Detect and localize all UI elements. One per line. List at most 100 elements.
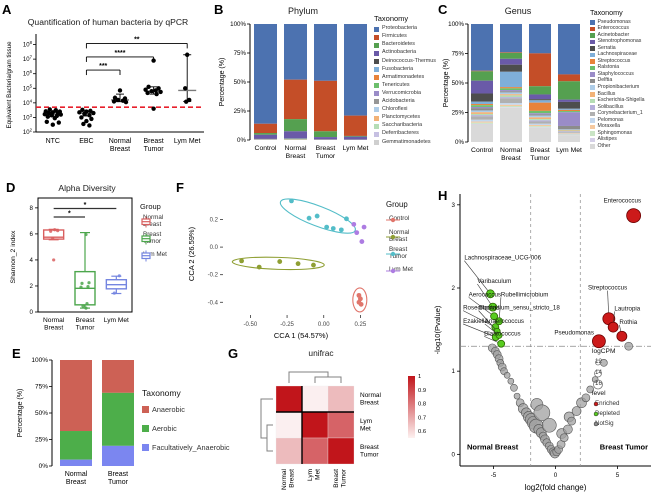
x-category-label: Normal <box>500 147 522 154</box>
legend-item-staphylococcus: Staphylococcus <box>590 71 656 78</box>
swatch-icon <box>590 124 595 130</box>
y-axis-label: CCA 2 (26.59%) <box>187 226 196 281</box>
panel-b-letter: B <box>214 2 224 17</box>
x-tick-label: -0.25 <box>280 322 294 328</box>
y-tick-label: 102 <box>23 127 33 136</box>
legend-item-notsig: NotSig <box>592 419 654 429</box>
legend-item-propionibacterium: Propionibacterium <box>590 84 656 91</box>
bar-segment-acinetobacter <box>471 71 493 81</box>
y-tick-label: 0 <box>30 309 34 316</box>
bar-segment-ralstonia <box>529 110 551 114</box>
legend-item-acinetobacter: Acinetobacter <box>590 32 656 39</box>
col-label: Normal <box>281 468 288 490</box>
legend-item-enriched: Enriched <box>592 399 654 409</box>
legend-label: Deinococcus-Thermus <box>382 57 436 64</box>
y-tick-label: 2 <box>452 285 456 292</box>
col-label: Met <box>315 469 322 480</box>
x-category-label: Breast <box>286 153 306 160</box>
panel-a-letter: A <box>2 2 12 17</box>
bar-segment-acinetobacter <box>558 81 580 100</box>
legend-item-streptococcus: Streptococcus <box>590 58 656 65</box>
row-label: Lym <box>360 418 372 425</box>
bar-segment-bacillus <box>471 112 493 114</box>
swatch-icon <box>374 83 379 89</box>
panel-h-chart: -5 0 50123EnterococcusStreptococcusLautrop… <box>433 194 651 492</box>
legend-label: Facultatively_Anaerobic <box>152 442 230 452</box>
swatch-icon <box>590 52 595 58</box>
bar-segment-firmicutes <box>284 79 307 120</box>
legend-label: Chloroflexi <box>382 106 408 113</box>
legend-label: NotSig <box>595 419 614 427</box>
legend-item-deferribacteres: Deferribacteres <box>374 130 438 138</box>
legend-label: Pelomonas <box>597 116 624 123</box>
legend-item-facultatively-anaerobic: Facultatively_Anaerobic <box>142 438 234 457</box>
significance-stars: **** <box>115 50 126 57</box>
x-category-label: Breast <box>66 479 86 486</box>
bar-segment-actinobacteria <box>254 134 277 139</box>
x-category-label: Normal <box>43 317 65 324</box>
legend-label: Lachnospiraceae <box>597 51 638 58</box>
x-category-label: Tumor <box>108 479 129 486</box>
colorbar-tick-label: 1 <box>418 374 421 380</box>
label-clostridium-sensu-stricto-18: Clostridium_sensu_stricto_18 <box>479 305 561 312</box>
y-tick-label: 75% <box>35 384 48 391</box>
panel-e-legend: Taxonomy Anaerobic Aerobic Facultatively_An… <box>142 388 234 457</box>
legend-label: 14 <box>595 369 602 377</box>
bar-segment-staphylococcus <box>529 113 551 115</box>
swatch-icon <box>590 92 595 97</box>
panel-h-letter: H <box>438 188 448 203</box>
bar-segment-pelomonas <box>471 119 493 122</box>
legend-item-tenericutes: Tenericutes <box>374 82 438 90</box>
legend-label: Propionibacterium <box>597 84 640 91</box>
panel-a: A Quantification of human bacteria by qP… <box>2 2 212 176</box>
legend-item-firmicutes: Firmicutes <box>374 33 438 41</box>
bar-segment-acinetobacter <box>500 52 522 59</box>
significance-stars: * <box>68 210 71 217</box>
boxplot-icon <box>141 216 151 227</box>
point-varibaculum <box>488 302 498 312</box>
legend-label: Saccharibacteria <box>382 122 423 129</box>
x-tick-label: -0.50 <box>244 322 258 328</box>
bar-segment-delftia <box>558 125 580 130</box>
legend-item-corynebacterium-1: Corynebacterium_1 <box>590 110 656 118</box>
bar-segment-firmicutes <box>254 123 277 134</box>
label-lachnospiraceae-ucg-006: Lachnospiraceae_UCG-006 <box>464 255 541 262</box>
heatmap-cell <box>327 411 355 439</box>
panel-b-chart: 0%25%50%75%100%Control NormalBreastBreast… <box>219 21 369 160</box>
legend-item-anaerobic: Anaerobic <box>142 400 234 419</box>
y-tick-label: 4 <box>30 257 34 264</box>
bar-segment-pseudomonas <box>529 24 551 54</box>
y-tick-label: -0.2 <box>208 273 219 279</box>
bar-segment-enterococcus <box>471 70 493 72</box>
y-tick-label: 75% <box>234 50 247 57</box>
bar-segment-actinobacteria <box>344 136 367 140</box>
panel-h: H -5 0 5 0 1 2 3 Enterococcus Streptococcus Lautr… <box>432 180 658 502</box>
bar-segment-stenotrophomonas <box>500 58 522 65</box>
y-tick-label: 50% <box>234 79 247 86</box>
x-category-label: Control <box>471 147 493 154</box>
panel-f-letter: F <box>176 180 184 195</box>
legend-item-bacteroidetes: Bacteroidetes <box>374 41 438 49</box>
level-dot-icon <box>593 411 599 417</box>
legend-label: Normal Breast <box>389 228 410 243</box>
y-axis-label: -log10(Pvalue) <box>433 305 442 354</box>
label-lautropia: Lautropia <box>614 305 640 312</box>
legend-label: Normal Breast <box>143 213 164 228</box>
swatch-icon <box>590 111 595 117</box>
legend-label: Depleted <box>595 409 620 417</box>
label-aerococcus: Aerococcus <box>469 291 501 298</box>
x-category-label: Tumor <box>144 146 165 153</box>
bar-segment-corynebacterium-1 <box>471 116 493 120</box>
legend-label: Anaerobic <box>152 404 185 414</box>
y-tick-label: 2 <box>30 283 34 290</box>
swatch-icon <box>374 26 379 32</box>
legend-label: Pseudomonas <box>597 18 631 25</box>
bar-segment-streptococcus <box>500 87 522 89</box>
bar-segment-alistipes <box>529 127 551 128</box>
legend-item-fusobacteria: Fusobacteria <box>374 65 438 73</box>
swatch-icon <box>590 118 595 123</box>
swatch-icon <box>374 42 379 48</box>
y-tick-label: 0.0 <box>210 245 219 251</box>
